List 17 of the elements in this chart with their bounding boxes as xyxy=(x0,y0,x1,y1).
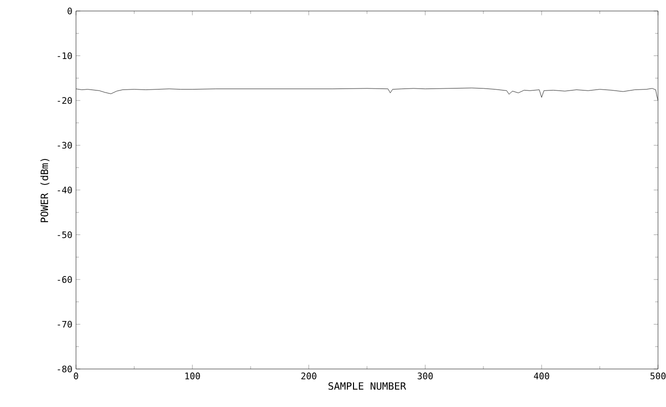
y-tick-label: -70 xyxy=(58,320,72,328)
y-tick-label: -50 xyxy=(58,231,72,238)
x-tick-label: 300 xyxy=(418,372,433,380)
x-tick-label: 100 xyxy=(185,372,200,380)
y-tick-label: -30 xyxy=(58,142,72,149)
y-axis-title: POWER (dBm) xyxy=(40,158,50,222)
x-tick-label: 500 xyxy=(650,372,666,380)
x-axis-title: SAMPLE NUMBER xyxy=(328,382,406,390)
x-tick-label: 0 xyxy=(74,372,78,380)
y-tick-label: -40 xyxy=(58,186,72,194)
y-tick-label: -80 xyxy=(58,366,72,372)
y-tick-label: -60 xyxy=(58,276,72,283)
x-tick-label: 200 xyxy=(301,372,316,380)
y-tick-label: -10 xyxy=(58,52,72,60)
y-tick-label: 0 xyxy=(68,8,72,14)
x-tick-label: 400 xyxy=(534,372,550,380)
y-tick-label: -20 xyxy=(58,97,72,104)
